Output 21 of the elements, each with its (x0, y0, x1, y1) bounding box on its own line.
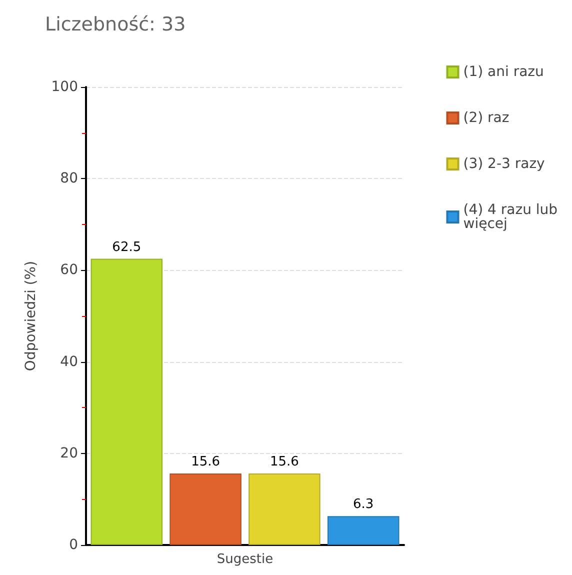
y-tick-label: 80 (60, 170, 78, 187)
y-tick-label: 20 (60, 445, 78, 462)
bar (90, 258, 163, 545)
data-label: 15.6 (270, 454, 299, 470)
data-label: 15.6 (191, 454, 220, 470)
legend-label: (1) ani razu (463, 64, 544, 80)
y-axis-title: Odpowiedzi (%) (23, 260, 39, 372)
bar (327, 516, 400, 545)
x-tick-label: Sugestie (216, 552, 274, 567)
legend-label: (3) 2-3 razy (463, 156, 545, 172)
chart-title: Liczebność: 33 (45, 14, 186, 36)
legend-label: (4) 4 razu lub więcej (463, 202, 562, 232)
data-label: 6.3 (353, 497, 374, 512)
bar (170, 474, 242, 545)
y-tick-label: 100 (51, 79, 78, 95)
y-tick-label: 0 (69, 537, 78, 553)
y-tick-label: 60 (60, 262, 78, 278)
data-label: 62.5 (112, 240, 142, 255)
y-tick-label: 40 (60, 354, 78, 370)
bar (248, 474, 320, 545)
legend-label: (2) raz (463, 110, 510, 126)
